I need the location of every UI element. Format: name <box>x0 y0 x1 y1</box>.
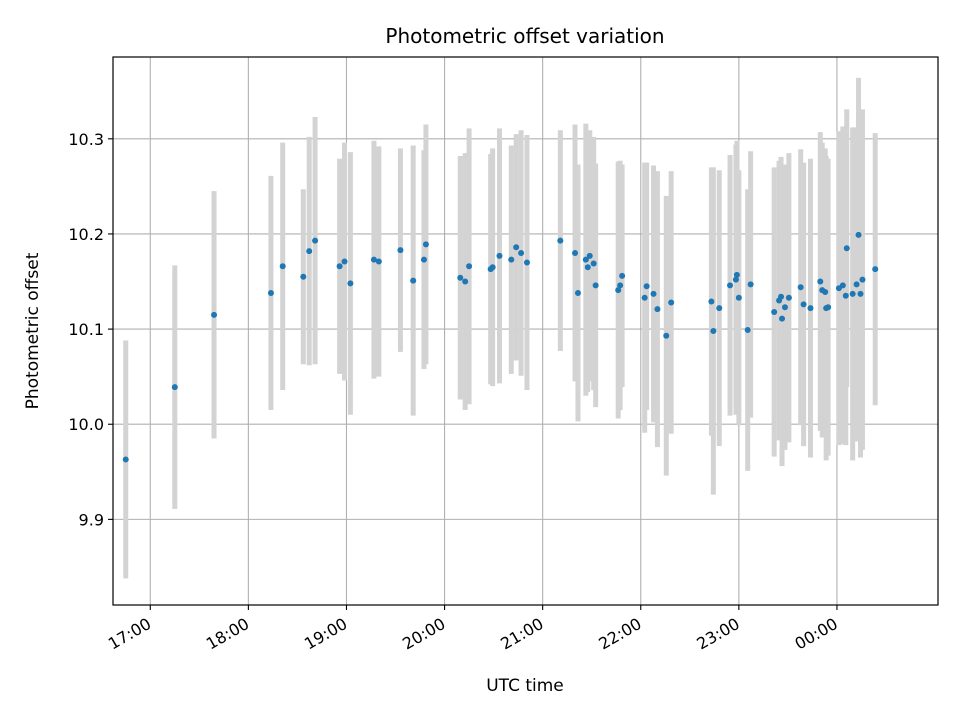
data-point <box>422 241 429 248</box>
data-point <box>375 258 382 265</box>
data-point <box>496 252 503 259</box>
data-point <box>306 248 313 255</box>
data-point <box>619 272 626 279</box>
data-point <box>716 305 723 312</box>
data-point <box>650 290 657 297</box>
data-point <box>572 249 579 256</box>
data-point <box>732 276 739 283</box>
data-point <box>781 304 788 311</box>
data-point <box>849 290 856 297</box>
data-point <box>457 274 464 281</box>
data-point <box>122 456 129 463</box>
data-point <box>855 231 862 238</box>
data-point <box>733 271 740 278</box>
x-axis-label: UTC time <box>486 676 564 696</box>
data-point <box>523 259 530 266</box>
data-point <box>663 332 670 339</box>
data-point <box>807 305 814 312</box>
data-point <box>842 292 849 299</box>
data-point <box>744 327 751 334</box>
data-point <box>513 244 520 251</box>
data-point <box>800 301 807 308</box>
data-point <box>557 237 564 244</box>
data-point <box>466 263 473 270</box>
y-axis-label: Photometric offset <box>23 252 43 409</box>
data-point <box>341 258 348 265</box>
data-point <box>617 282 624 289</box>
data-point <box>708 298 715 305</box>
data-point <box>825 304 832 311</box>
data-point <box>778 293 785 300</box>
data-point <box>279 263 286 270</box>
data-point <box>300 273 307 280</box>
data-point <box>643 283 650 290</box>
data-point <box>822 288 829 295</box>
data-point <box>590 260 597 267</box>
data-point <box>211 311 218 318</box>
data-point <box>797 284 804 291</box>
data-point <box>518 249 525 256</box>
y-tick-label: 9.9 <box>79 510 104 529</box>
data-point <box>420 256 427 263</box>
data-point <box>171 384 178 391</box>
data-point <box>872 266 879 273</box>
data-point <box>843 245 850 252</box>
data-point <box>462 278 469 285</box>
data-point <box>508 256 515 263</box>
data-point <box>839 282 846 289</box>
data-point <box>586 252 593 259</box>
data-point <box>859 276 866 283</box>
data-point <box>710 328 717 334</box>
data-point <box>582 256 589 263</box>
data-point <box>641 294 648 301</box>
data-point <box>735 294 742 301</box>
data-point <box>727 282 734 289</box>
data-point <box>654 306 661 313</box>
data-point <box>615 287 622 294</box>
data-point <box>312 237 319 244</box>
data-point <box>574 289 581 296</box>
data-point <box>336 263 343 270</box>
y-tick-label: 10.3 <box>68 130 104 149</box>
plot-frame <box>112 56 939 606</box>
data-point <box>785 294 792 301</box>
data-point <box>489 264 496 271</box>
data-point <box>410 277 417 284</box>
data-points <box>122 231 879 463</box>
data-point <box>397 247 404 254</box>
data-point <box>853 281 860 288</box>
chart-title: Photometric offset variation <box>385 24 664 48</box>
data-point <box>747 281 754 288</box>
data-point <box>267 289 274 296</box>
y-tick-label: 10.0 <box>68 415 104 434</box>
data-point <box>370 256 377 263</box>
data-point <box>857 290 864 297</box>
data-point <box>779 315 786 322</box>
data-point <box>584 264 591 271</box>
y-tick-label: 10.1 <box>68 320 104 339</box>
data-point <box>592 282 599 289</box>
data-point <box>817 278 824 285</box>
data-point <box>347 280 354 287</box>
data-point <box>668 299 675 306</box>
y-tick-label: 10.2 <box>68 225 104 244</box>
data-point <box>771 308 778 315</box>
